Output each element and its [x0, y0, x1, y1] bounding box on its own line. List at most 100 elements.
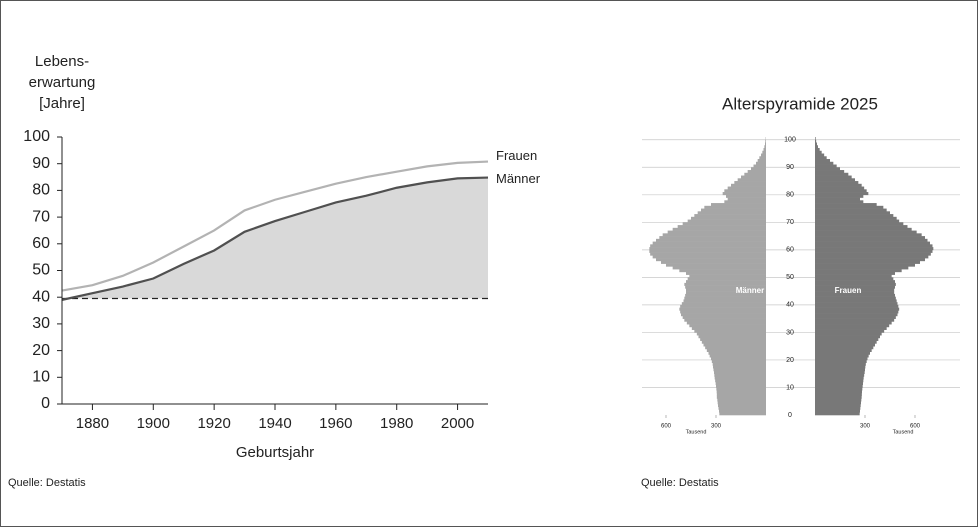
bar — [815, 216, 897, 220]
bar — [815, 183, 862, 187]
bar — [815, 263, 915, 267]
bar — [737, 178, 766, 182]
x-tick-label: 600 — [910, 424, 921, 430]
bar — [815, 175, 852, 179]
bar — [815, 285, 895, 289]
bar — [719, 412, 766, 416]
bar — [815, 142, 817, 146]
bar — [815, 167, 840, 171]
bar — [815, 200, 864, 204]
bar — [718, 406, 766, 410]
bar — [815, 398, 862, 402]
bar — [682, 222, 766, 226]
bar — [815, 280, 895, 284]
bar — [747, 170, 766, 174]
bar — [650, 244, 766, 248]
bar — [734, 181, 766, 185]
bar — [815, 373, 865, 377]
bar — [815, 359, 867, 364]
bar — [815, 296, 896, 300]
bar — [704, 205, 766, 209]
x-tick-label: 1900 — [137, 415, 170, 432]
bar — [815, 192, 869, 196]
bar — [815, 178, 855, 182]
bar — [815, 225, 908, 229]
bar — [714, 376, 766, 380]
bar — [711, 203, 766, 207]
bar — [715, 379, 766, 383]
bar — [711, 359, 766, 364]
bar — [815, 255, 929, 259]
bar — [744, 172, 766, 176]
bar — [815, 318, 895, 322]
bar — [656, 238, 766, 242]
bar — [815, 332, 882, 336]
x-tick-label: 300 — [711, 424, 722, 430]
bar — [815, 227, 912, 231]
bar — [652, 255, 766, 259]
bar — [815, 307, 900, 311]
bar — [815, 384, 863, 388]
bar — [815, 186, 865, 190]
x-tick-label: 1940 — [258, 415, 291, 432]
bar — [815, 370, 865, 375]
y-tick-label: 30 — [32, 315, 50, 332]
bar — [815, 230, 917, 234]
bar — [756, 161, 766, 165]
y-tick-label: 0 — [788, 412, 792, 419]
bar — [815, 288, 895, 292]
bar — [815, 148, 820, 152]
y-axis-label: erwartung — [29, 74, 96, 91]
bar — [815, 150, 822, 154]
bar — [724, 200, 766, 204]
bar — [815, 387, 863, 391]
bar — [649, 249, 766, 253]
bar — [697, 211, 766, 215]
bar — [815, 315, 896, 319]
bar — [731, 183, 766, 187]
bar — [712, 362, 766, 366]
bar — [700, 337, 766, 341]
bar — [685, 293, 766, 297]
bar — [815, 406, 861, 410]
bar — [815, 313, 898, 317]
bar — [815, 379, 864, 383]
bar — [815, 381, 863, 386]
bar — [815, 365, 866, 369]
bar — [685, 285, 766, 289]
bar — [719, 409, 766, 413]
bar — [815, 376, 864, 380]
bar — [683, 299, 766, 303]
bar — [815, 260, 920, 264]
bar — [726, 194, 766, 198]
bar — [815, 164, 837, 168]
bar — [751, 167, 766, 171]
bar — [686, 280, 766, 284]
bar — [717, 401, 766, 405]
bar — [716, 395, 766, 399]
bar — [686, 288, 766, 292]
bar — [815, 321, 892, 325]
bar — [815, 346, 874, 350]
bar — [815, 189, 867, 193]
bar — [815, 337, 879, 341]
bar — [815, 170, 845, 174]
y-tick-label: 0 — [41, 395, 50, 412]
y-tick-label: 70 — [786, 219, 794, 226]
bar — [815, 277, 894, 281]
series-label: Frauen — [496, 148, 537, 163]
bar — [701, 340, 766, 344]
bar — [677, 225, 766, 229]
bar — [815, 137, 816, 141]
y-tick-label: 50 — [786, 274, 794, 281]
bar — [815, 247, 934, 251]
bar — [815, 156, 827, 160]
area — [62, 177, 488, 300]
bar — [684, 318, 766, 322]
bar — [679, 269, 766, 273]
bar — [815, 324, 890, 328]
y-tick-label: 20 — [786, 357, 794, 364]
bar — [815, 351, 870, 355]
bar — [815, 194, 864, 198]
y-tick-label: 30 — [786, 329, 794, 336]
